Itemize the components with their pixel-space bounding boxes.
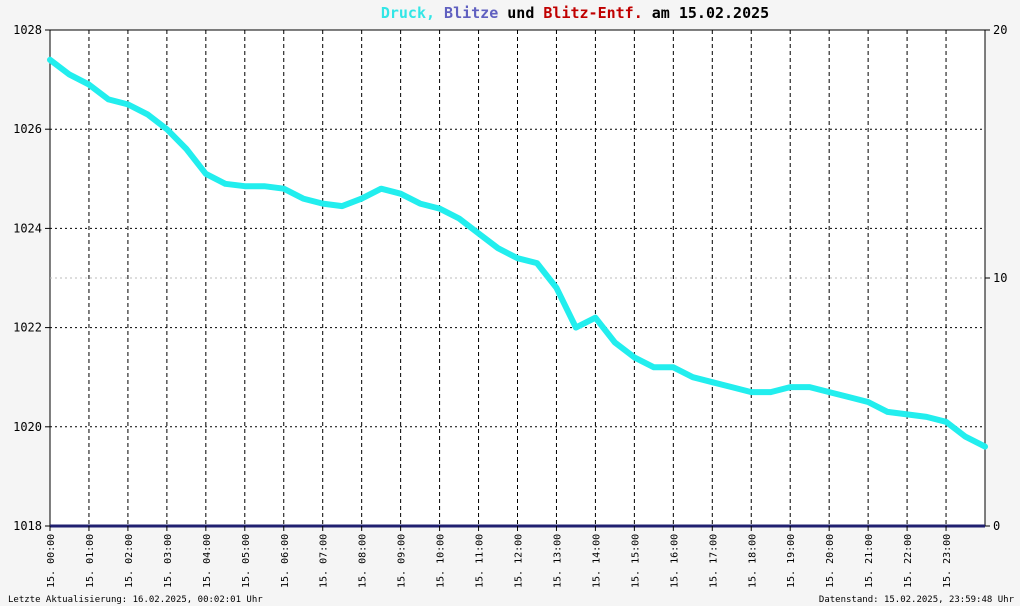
- pressure-point: [339, 203, 345, 209]
- pressure-point: [476, 230, 482, 236]
- pressure-point: [943, 419, 949, 425]
- grid-lines: [50, 30, 985, 526]
- pressure-point: [807, 384, 813, 390]
- x-tick-label: 15. 17:00: [708, 534, 719, 588]
- pressure-point: [963, 434, 969, 440]
- x-tick-label: 15. 10:00: [436, 534, 447, 588]
- pressure-point: [904, 411, 910, 417]
- axes: 1028 1026 1024 1022 1020 1018 20 10 0 15. 00:00 15…: [13, 23, 1007, 588]
- x-tick-label: 15. 08:00: [358, 534, 369, 588]
- x-tick-label: 15. 01:00: [85, 534, 96, 588]
- pressure-point: [670, 364, 676, 370]
- footer-last-update: Letzte Aktualisierung: 16.02.2025, 00:02…: [8, 595, 263, 605]
- pressure-point: [787, 384, 793, 390]
- x-tick-label: 15. 13:00: [552, 534, 563, 588]
- pressure-point: [631, 354, 637, 360]
- pressure-point: [456, 215, 462, 221]
- pressure-point: [47, 57, 53, 63]
- x-tick-label: 15. 23:00: [942, 534, 953, 588]
- left-tick-label: 1020: [13, 420, 42, 434]
- pressure-point: [300, 196, 306, 202]
- x-tick-label: 15. 03:00: [163, 534, 174, 588]
- x-tick-label: 15. 09:00: [397, 534, 408, 588]
- title-part-2: Blitze: [444, 4, 498, 22]
- pressure-point: [651, 364, 657, 370]
- x-tick-label: 15. 06:00: [280, 534, 291, 588]
- pressure-point: [592, 315, 598, 321]
- pressure-point: [66, 72, 72, 78]
- pressure-point: [573, 325, 579, 331]
- pressure-point: [222, 181, 228, 187]
- x-tick-label: 15. 00:00: [46, 534, 57, 588]
- pressure-point: [359, 196, 365, 202]
- pressure-point: [203, 171, 209, 177]
- x-tick-label: 15. 16:00: [669, 534, 680, 588]
- pressure-point: [378, 186, 384, 192]
- title-part-0: Druck: [381, 4, 426, 22]
- pressure-point: [885, 409, 891, 415]
- pressure-point: [748, 389, 754, 395]
- x-tick-label: 15. 15:00: [630, 534, 641, 588]
- left-tick-label: 1028: [13, 23, 42, 37]
- pressure-point: [437, 206, 443, 212]
- left-tick-label: 1024: [13, 221, 42, 235]
- x-tick-label: 15. 20:00: [825, 534, 836, 588]
- left-tick-label: 1022: [13, 321, 42, 335]
- x-tick-label: 15. 07:00: [319, 534, 330, 588]
- x-tick-label: 15. 22:00: [903, 534, 914, 588]
- chart-title: Druck, Blitze und Blitz-Entf. am 15.02.2…: [381, 4, 769, 22]
- x-tick-label: 15. 04:00: [202, 534, 213, 588]
- pressure-point: [690, 374, 696, 380]
- pressure-point: [164, 126, 170, 132]
- title-part-3: und: [498, 4, 543, 22]
- pressure-point: [924, 414, 930, 420]
- pressure-point: [144, 111, 150, 117]
- pressure-point: [534, 260, 540, 266]
- pressure-point: [183, 146, 189, 152]
- pressure-point: [729, 384, 735, 390]
- x-tick-label: 15. 19:00: [786, 534, 797, 588]
- right-tick-label: 0: [993, 519, 1000, 533]
- title-part-4: Blitz-Entf.: [543, 4, 642, 22]
- title-part-5: am 15.02.2025: [643, 4, 769, 22]
- pressure-point: [242, 183, 248, 189]
- x-tick-label: 15. 18:00: [747, 534, 758, 588]
- pressure-point: [612, 339, 618, 345]
- right-tick-label: 20: [993, 23, 1007, 37]
- pressure-point: [86, 82, 92, 88]
- x-tick-label: 15. 05:00: [241, 534, 252, 588]
- title-part-1: ,: [426, 4, 444, 22]
- pressure-point: [417, 201, 423, 207]
- pressure-point: [865, 399, 871, 405]
- x-tick-label: 15. 02:00: [124, 534, 135, 588]
- pressure-point: [826, 389, 832, 395]
- x-tick-label: 15. 11:00: [475, 534, 486, 588]
- x-tick-label: 15. 14:00: [591, 534, 602, 588]
- pressure-point: [553, 285, 559, 291]
- x-tick-label: 15. 12:00: [514, 534, 525, 588]
- pressure-point: [105, 96, 111, 102]
- left-tick-label: 1018: [13, 519, 42, 533]
- pressure-point: [125, 101, 131, 107]
- x-tick-label: 15. 21:00: [864, 534, 875, 588]
- pressure-point: [320, 201, 326, 207]
- footer-data-status: Datenstand: 15.02.2025, 23:59:48 Uhr: [819, 595, 1015, 605]
- pressure-point: [846, 394, 852, 400]
- pressure-point: [768, 389, 774, 395]
- pressure-point: [261, 183, 267, 189]
- right-tick-label: 10: [993, 271, 1007, 285]
- pressure-point: [982, 444, 988, 450]
- pressure-point: [709, 379, 715, 385]
- pressure-point: [515, 255, 520, 261]
- left-tick-label: 1026: [13, 122, 42, 136]
- pressure-point: [398, 191, 404, 197]
- pressure-point: [495, 245, 501, 251]
- pressure-point: [281, 186, 287, 192]
